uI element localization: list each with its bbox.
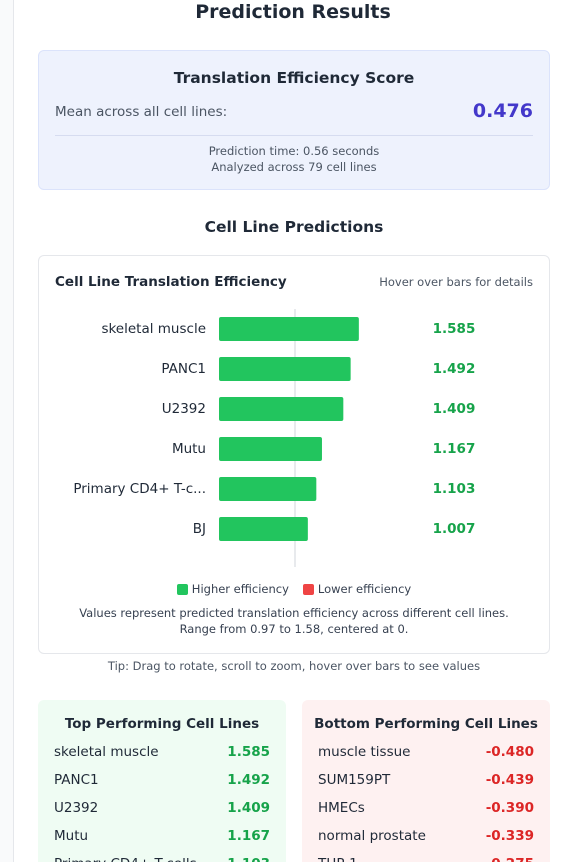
cell-line-value: -0.390 bbox=[485, 800, 534, 816]
score-title: Translation Efficiency Score bbox=[173, 69, 415, 87]
cell-line-name: Mutu bbox=[54, 828, 89, 844]
legend-label: Higher efficiency bbox=[191, 582, 289, 596]
bar bbox=[219, 477, 317, 501]
bar bbox=[219, 357, 351, 381]
category-label: PANC1 bbox=[161, 361, 206, 377]
section-title: Cell Line Predictions bbox=[204, 218, 384, 236]
bar-chart: skeletal muscle 1.585 PANC1 1.492 U2392 1.409… bbox=[73, 309, 476, 567]
category-label: Primary CD4+ T-c... bbox=[73, 481, 206, 497]
table-row: PANC1 1.492 bbox=[54, 766, 270, 794]
table-row: skeletal muscle 1.585 bbox=[54, 738, 270, 766]
table-row: HMECs -0.390 bbox=[318, 794, 534, 822]
chart-title: Cell Line Translation Efficiency bbox=[55, 274, 287, 290]
bottom-table: Bottom Performing Cell Lines muscle tiss… bbox=[302, 700, 550, 862]
category-label: skeletal muscle bbox=[101, 321, 206, 337]
sidebar-edge bbox=[0, 0, 14, 862]
value-label: 1.007 bbox=[433, 521, 476, 537]
legend-item: Lower efficiency bbox=[302, 582, 412, 596]
cell-line-value: 1.492 bbox=[227, 772, 270, 788]
table-title: Bottom Performing Cell Lines bbox=[314, 716, 538, 732]
table-row: U2392 1.409 bbox=[54, 794, 270, 822]
cell-line-value: 1.167 bbox=[227, 828, 270, 844]
value-label: 1.585 bbox=[433, 321, 476, 337]
legend-swatch bbox=[176, 583, 188, 595]
chart-note: Range from 0.97 to 1.58, centered at 0. bbox=[179, 622, 409, 636]
cell-line-value: 1.409 bbox=[227, 800, 270, 816]
legend-swatch bbox=[302, 583, 314, 595]
score-card: Translation Efficiency Score Mean across… bbox=[38, 50, 550, 190]
legend-label: Lower efficiency bbox=[317, 582, 412, 596]
cell-line-name: U2392 bbox=[54, 800, 99, 816]
cell-line-name: skeletal muscle bbox=[54, 744, 159, 760]
table-row: Primary CD4+ T-cells 1.103 bbox=[54, 850, 270, 862]
cell-line-count: Analyzed across 79 cell lines bbox=[211, 160, 377, 174]
cell-line-value: -0.480 bbox=[485, 744, 534, 760]
category-label: U2392 bbox=[162, 401, 206, 417]
bar bbox=[219, 397, 344, 421]
bar bbox=[219, 317, 359, 341]
category-label: BJ bbox=[193, 521, 206, 537]
score-label: Mean across all cell lines: bbox=[55, 104, 228, 120]
cell-line-value: 1.103 bbox=[227, 856, 270, 862]
cell-line-value: -0.275 bbox=[486, 856, 534, 862]
value-label: 1.167 bbox=[433, 441, 476, 457]
table-row: SUM159PT -0.439 bbox=[318, 766, 534, 794]
top-table: Top Performing Cell Lines skeletal muscl… bbox=[38, 700, 286, 862]
prediction-time: Prediction time: 0.56 seconds bbox=[208, 144, 380, 158]
cell-line-name: SUM159PT bbox=[318, 772, 391, 788]
cell-line-value: -0.439 bbox=[485, 772, 534, 788]
cell-line-value: -0.339 bbox=[485, 828, 534, 844]
bar bbox=[219, 517, 308, 541]
cell-line-name: muscle tissue bbox=[318, 744, 411, 760]
chart-card: Cell Line Translation Efficiency Hover o… bbox=[38, 255, 550, 654]
value-label: 1.492 bbox=[433, 361, 476, 377]
chart-note: Values represent predicted translation e… bbox=[79, 606, 509, 620]
bar bbox=[219, 437, 322, 461]
cell-line-name: THP-1 bbox=[318, 856, 358, 862]
table-row: normal prostate -0.339 bbox=[318, 822, 534, 850]
cell-line-name: HMECs bbox=[318, 800, 365, 816]
table-row: THP-1 -0.275 bbox=[318, 850, 534, 862]
cell-line-name: normal prostate bbox=[318, 828, 426, 844]
page-title: Prediction Results bbox=[195, 1, 391, 23]
legend-item: Higher efficiency bbox=[176, 582, 289, 596]
tip: Tip: Drag to rotate, scroll to zoom, hov… bbox=[107, 659, 481, 673]
category-label: Mutu bbox=[172, 441, 206, 457]
value-label: 1.103 bbox=[433, 481, 476, 497]
divider bbox=[55, 135, 533, 136]
table-title: Top Performing Cell Lines bbox=[64, 716, 260, 732]
score-value: 0.476 bbox=[472, 100, 533, 122]
value-label: 1.409 bbox=[433, 401, 476, 417]
legend: Higher efficiency Lower efficiency bbox=[39, 582, 549, 596]
table-row: muscle tissue -0.480 bbox=[318, 738, 534, 766]
table-row: Mutu 1.167 bbox=[54, 822, 270, 850]
cell-line-name: PANC1 bbox=[54, 772, 99, 788]
chart-hint: Hover over bars for details bbox=[379, 275, 533, 289]
cell-line-value: 1.585 bbox=[227, 744, 270, 760]
cell-line-name: Primary CD4+ T-cells bbox=[54, 856, 197, 862]
